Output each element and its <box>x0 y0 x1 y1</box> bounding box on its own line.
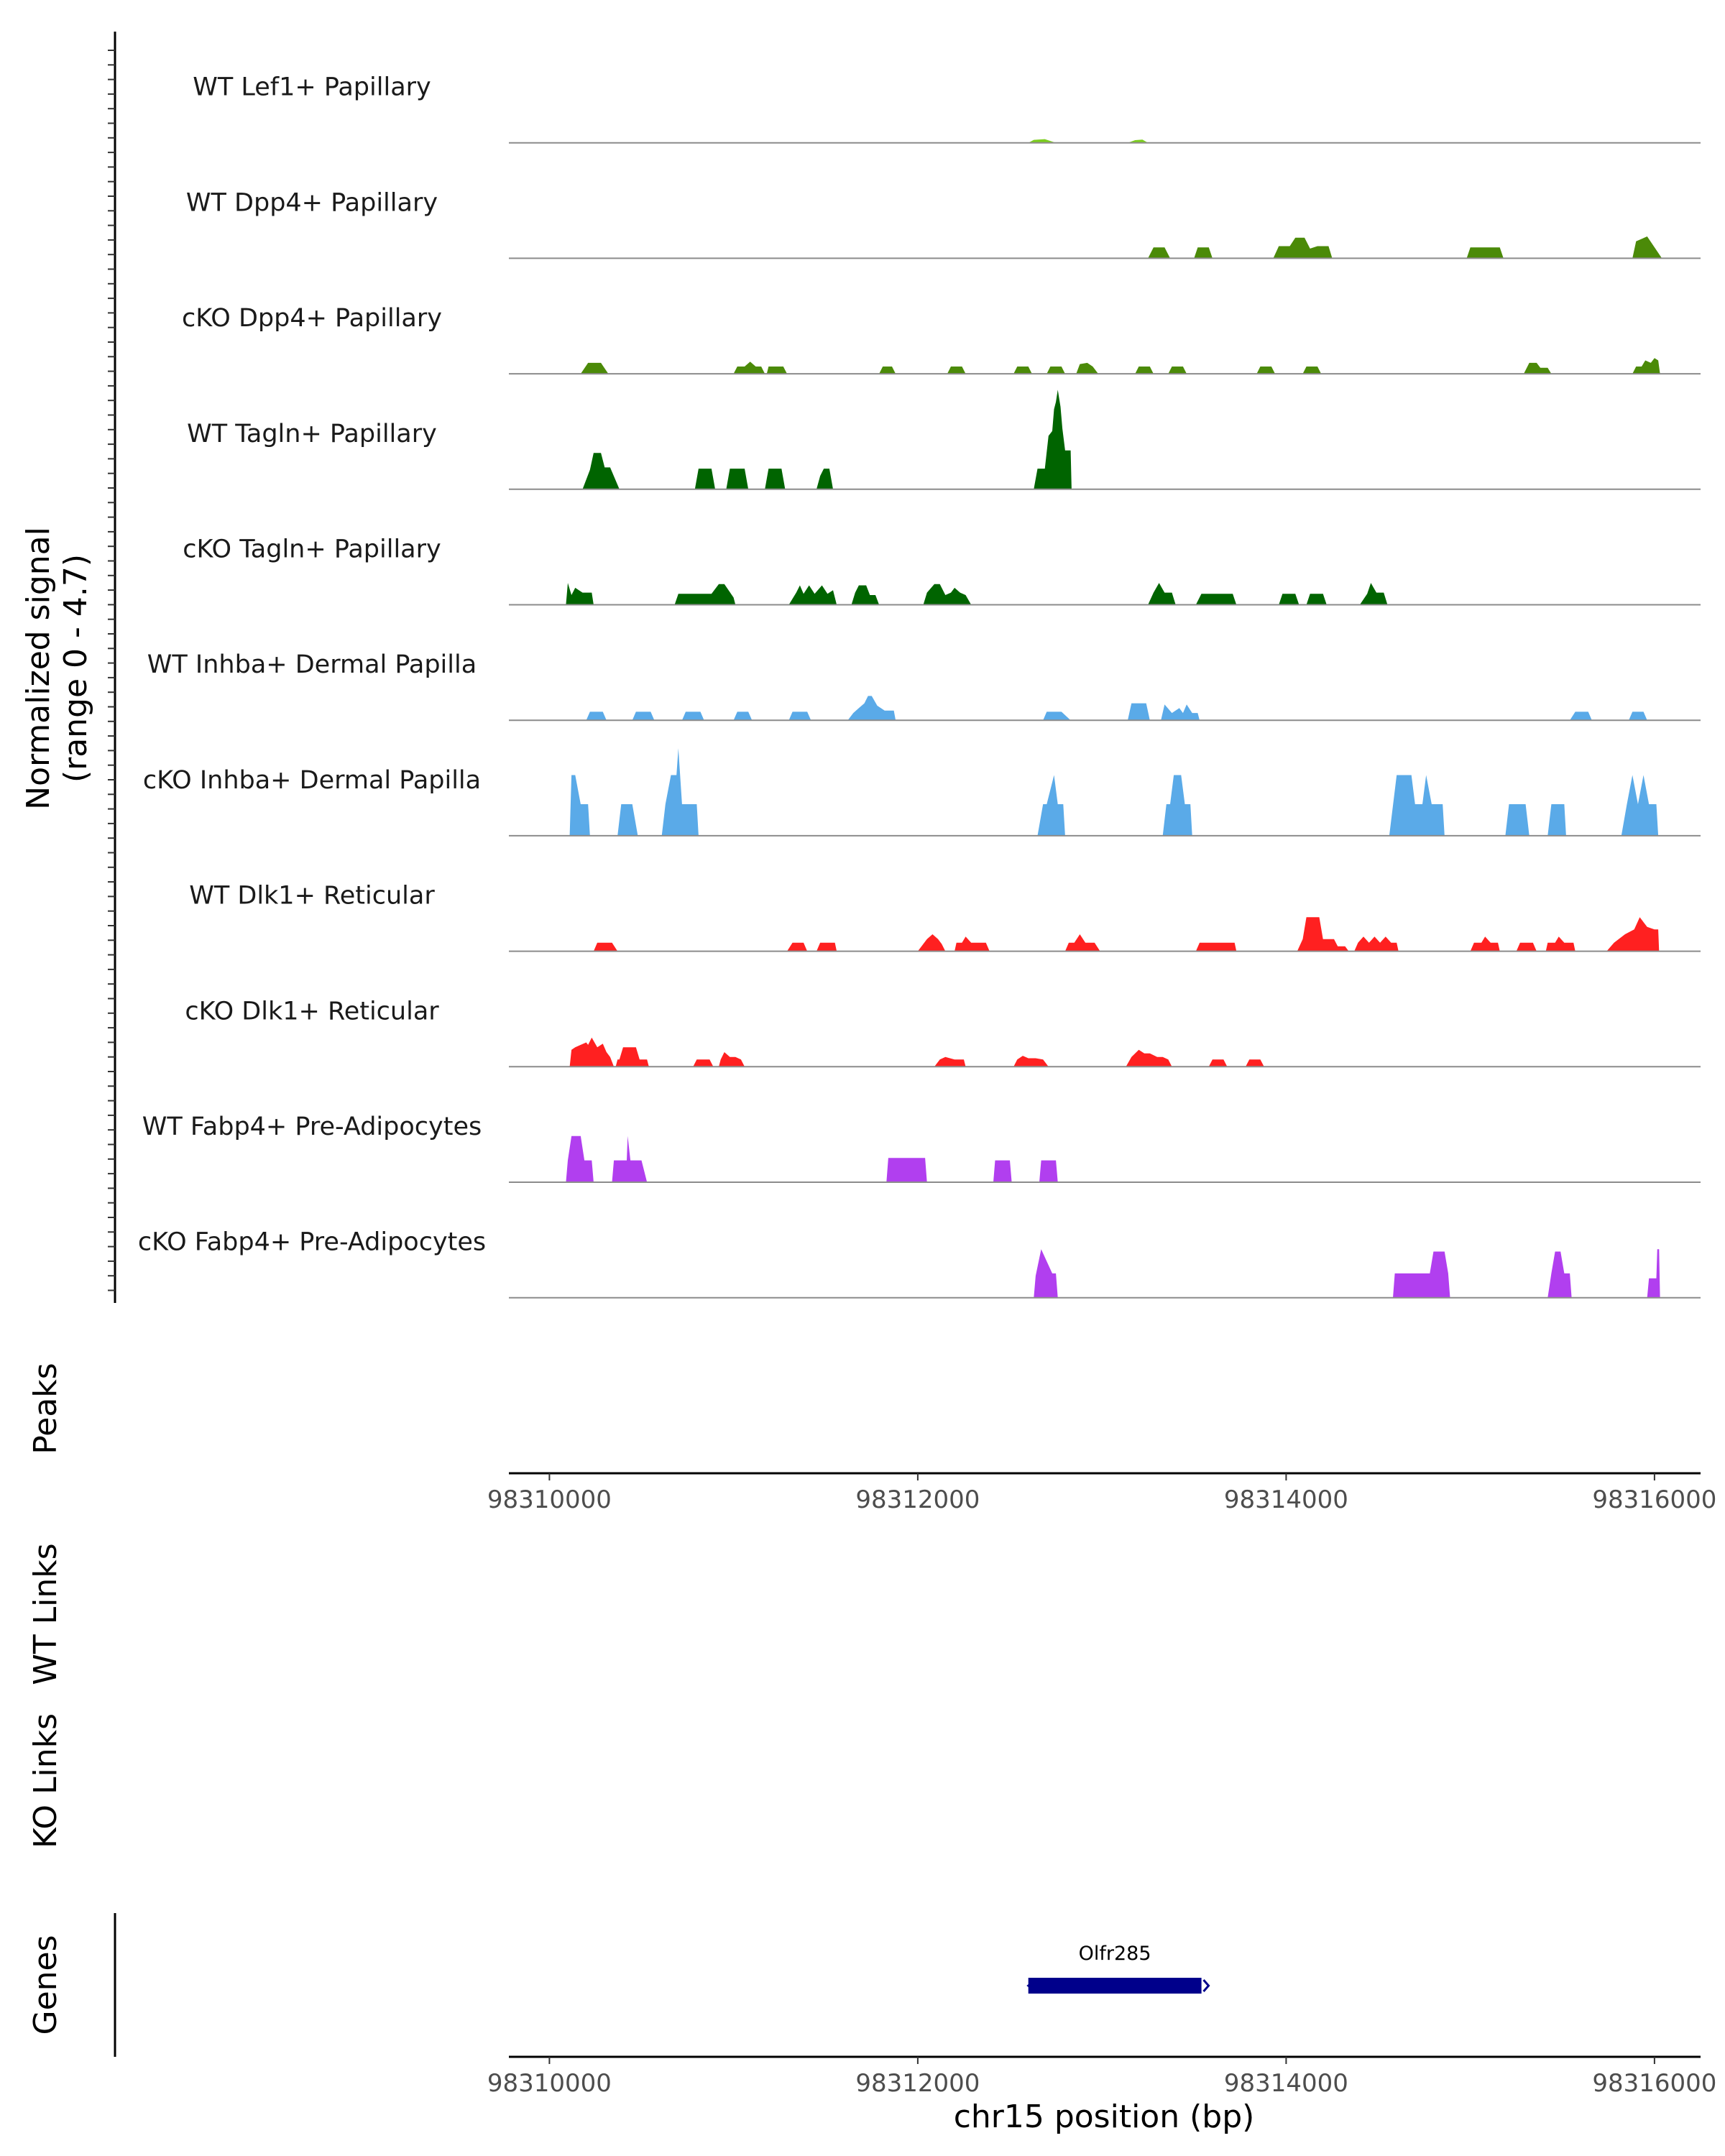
track-label: WT Tagln+ Papillary <box>187 420 437 448</box>
track-label: cKO Tagln+ Papillary <box>183 535 441 564</box>
x-tick-label: 98316000 <box>1592 2069 1716 2098</box>
gene-body <box>1028 1978 1202 1994</box>
track-label: cKO Fabp4+ Pre-Adipocytes <box>138 1228 486 1257</box>
coverage-track: cKO Dpp4+ Papillary <box>182 304 1701 375</box>
x-tick-label: 98314000 <box>1224 2069 1348 2098</box>
peaks-track-label: Peaks <box>27 1363 64 1454</box>
track-label: cKO Dpp4+ Papillary <box>182 304 442 333</box>
coverage-track: WT Lef1+ Papillary <box>193 73 1701 144</box>
x-tick-label: 98316000 <box>1592 1485 1716 1514</box>
track-label: cKO Dlk1+ Reticular <box>185 997 439 1026</box>
x-tick-label: 98312000 <box>855 1485 980 1514</box>
coverage-area <box>569 1037 1264 1067</box>
coverage-tracks: WT Lef1+ Papillary WT Dpp4+ Papillary cKO … <box>138 73 1701 1299</box>
coverage-area <box>582 390 1072 489</box>
x-tick-label: 98312000 <box>855 2069 980 2098</box>
track-label: WT Dpp4+ Papillary <box>186 188 438 217</box>
track-label: WT Fabp4+ Pre-Adipocytes <box>142 1112 482 1141</box>
peaks-x-axis-ticks: 98310000 98312000 98314000 98316000 <box>487 1473 1716 1514</box>
coverage-area <box>1148 236 1662 259</box>
coverage-area <box>593 917 1660 952</box>
track-label: cKO Inhba+ Dermal Papilla <box>143 766 481 795</box>
genes-track-label: Genes <box>27 1935 64 2035</box>
x-axis-title: chr15 position (bp) <box>954 2099 1255 2135</box>
track-label: WT Dlk1+ Reticular <box>189 882 435 911</box>
ylabel-line2: (range 0 - 4.7) <box>58 554 94 783</box>
coverage-track: WT Inhba+ Dermal Papilla <box>147 650 1701 722</box>
coverage-track: WT Fabp4+ Pre-Adipocytes <box>142 1112 1701 1183</box>
coverage-track: WT Dlk1+ Reticular <box>189 882 1701 952</box>
strand-arrow <box>1202 1979 1210 1992</box>
coverage-area <box>1034 1249 1660 1298</box>
coverage-track: cKO Tagln+ Papillary <box>183 535 1701 606</box>
ko-links-track-label: KO Links <box>27 1713 64 1848</box>
x-tick-label: 98314000 <box>1224 1485 1348 1514</box>
signal-y-axis-ticks <box>108 50 115 1291</box>
x-tick-label: 98310000 <box>487 1485 612 1514</box>
coverage-area <box>569 748 1659 836</box>
coverage-area <box>566 1135 1058 1182</box>
ylabel-line1: Normalized signal <box>20 527 57 810</box>
coverage-track: WT Dpp4+ Papillary <box>186 188 1701 259</box>
gene-label: Olfr285 <box>1079 1943 1151 1965</box>
coverage-area <box>566 583 1388 605</box>
gene: Olfr285 <box>1026 1943 1210 1994</box>
wt-links-track-label: WT Links <box>27 1543 64 1685</box>
coverage-track: cKO Dlk1+ Reticular <box>185 997 1701 1068</box>
coverage-track: cKO Inhba+ Dermal Papilla <box>143 748 1701 837</box>
coverage-area <box>586 696 1647 721</box>
gene-annotations: Olfr285 <box>1026 1943 1210 1994</box>
signal-y-axis-label: Normalized signal (range 0 - 4.7) <box>20 527 94 810</box>
coverage-track: WT Tagln+ Papillary <box>187 390 1701 490</box>
track-label: WT Lef1+ Papillary <box>193 73 431 102</box>
genes-x-axis-ticks: 98310000 98312000 98314000 98316000 <box>487 2057 1716 2098</box>
coverage-track: cKO Fabp4+ Pre-Adipocytes <box>138 1228 1701 1299</box>
coverage-area <box>580 358 1660 374</box>
strand-arrow <box>1026 1978 1036 1993</box>
x-tick-label: 98310000 <box>487 2069 612 2098</box>
track-label: WT Inhba+ Dermal Papilla <box>147 650 477 679</box>
